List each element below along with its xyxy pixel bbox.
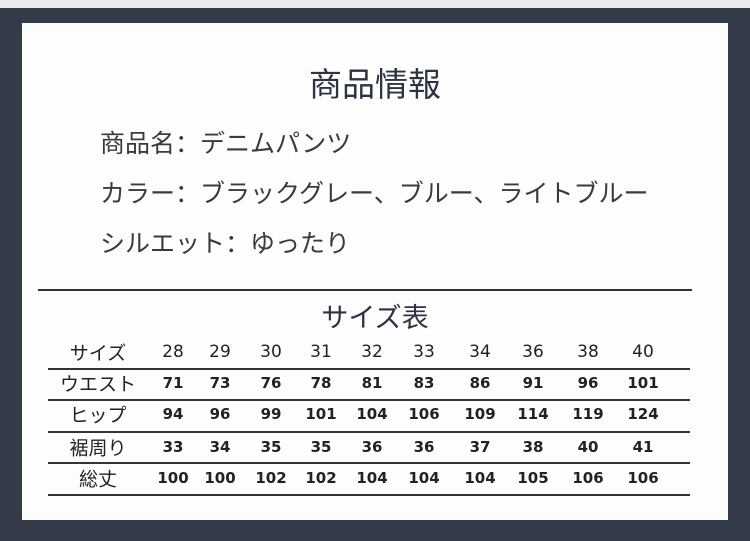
table-cell: 33 — [162, 438, 184, 456]
table-cell: 36 — [413, 438, 435, 456]
content-panel — [22, 23, 728, 520]
row-divider — [48, 368, 690, 370]
table-cell: 86 — [469, 374, 491, 392]
table-cell: 105 — [517, 469, 549, 487]
table-cell: 91 — [522, 374, 544, 392]
table-cell: 101 — [305, 405, 337, 423]
row-label: ウエスト — [59, 373, 136, 396]
product-colors: カラー：ブラックグレー、ブルー、ライトブルー — [100, 179, 649, 208]
table-cell: 41 — [632, 438, 654, 456]
table-cell: 94 — [162, 405, 184, 423]
table-cell: 40 — [577, 438, 599, 456]
table-cell: 34 — [209, 438, 231, 456]
table-cell: 37 — [469, 438, 491, 456]
row-label: ヒップ — [69, 404, 127, 427]
table-cell: 106 — [408, 405, 440, 423]
row-label: サイズ — [69, 342, 127, 365]
product-name: 商品名：デニムパンツ — [100, 129, 352, 158]
table-cell: 104 — [408, 469, 440, 487]
table-cell: 28 — [162, 342, 184, 362]
table-cell: 104 — [464, 469, 496, 487]
table-cell: 29 — [209, 342, 231, 362]
table-cell: 32 — [361, 342, 383, 362]
table-cell: 104 — [356, 405, 388, 423]
table-cell: 76 — [260, 374, 282, 392]
page-title: 商品情報 — [309, 65, 441, 104]
table-cell: 106 — [572, 469, 604, 487]
row-divider — [48, 399, 690, 401]
table-cell: 35 — [310, 438, 332, 456]
divider — [38, 289, 692, 291]
table-cell: 38 — [577, 342, 599, 362]
table-cell: 100 — [204, 469, 236, 487]
table-cell: 36 — [361, 438, 383, 456]
table-cell: 109 — [464, 405, 496, 423]
table-cell: 73 — [209, 374, 231, 392]
row-divider — [48, 431, 690, 433]
table-cell: 71 — [162, 374, 184, 392]
table-cell: 78 — [310, 374, 332, 392]
table-cell: 106 — [627, 469, 659, 487]
table-cell: 100 — [157, 469, 189, 487]
table-cell: 34 — [469, 342, 491, 362]
size-table-title: サイズ表 — [321, 303, 429, 334]
table-cell: 101 — [627, 374, 659, 392]
product-silhouette: シルエット：ゆったり — [100, 229, 351, 258]
table-cell: 31 — [310, 342, 332, 362]
table-cell: 124 — [627, 405, 659, 423]
table-cell: 33 — [413, 342, 435, 362]
table-cell: 104 — [356, 469, 388, 487]
table-cell: 99 — [260, 405, 282, 423]
row-label: 裾周り — [69, 437, 127, 460]
row-divider — [48, 462, 690, 464]
table-cell: 83 — [413, 374, 435, 392]
table-cell: 96 — [577, 374, 599, 392]
table-cell: 81 — [361, 374, 383, 392]
table-cell: 30 — [260, 342, 282, 362]
table-cell: 96 — [209, 405, 231, 423]
table-cell: 119 — [572, 405, 604, 423]
table-cell: 35 — [260, 438, 282, 456]
table-cell: 102 — [305, 469, 337, 487]
row-label: 総丈 — [78, 468, 117, 491]
table-cell: 38 — [522, 438, 544, 456]
row-divider — [48, 494, 690, 496]
table-cell: 102 — [255, 469, 287, 487]
table-cell: 114 — [517, 405, 549, 423]
table-cell: 40 — [632, 342, 654, 362]
table-cell: 36 — [522, 342, 544, 362]
